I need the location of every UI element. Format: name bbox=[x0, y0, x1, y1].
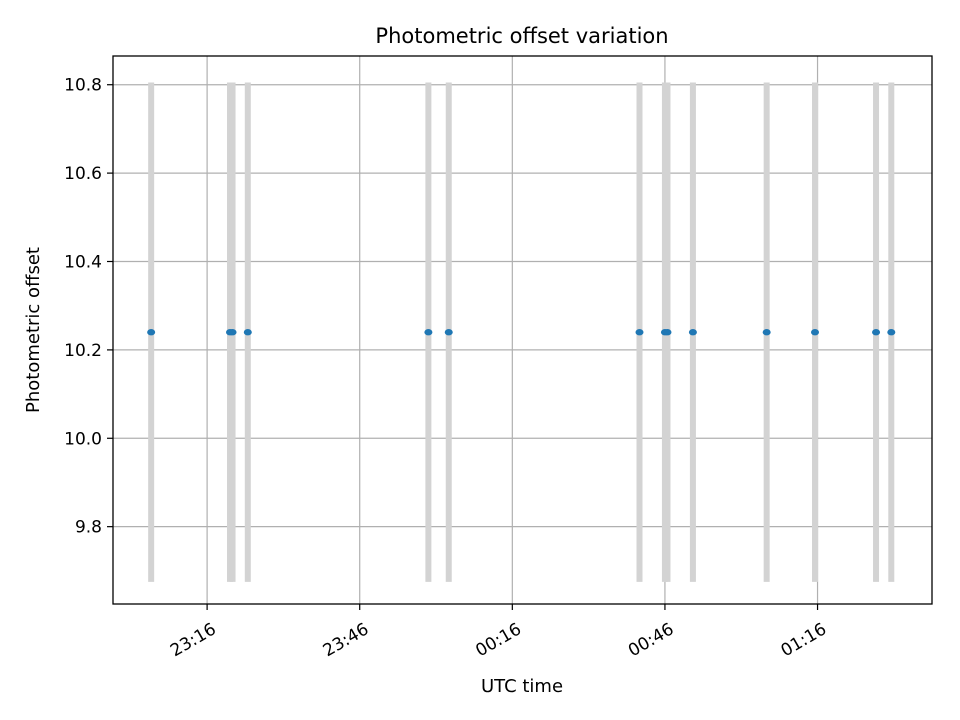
data-point bbox=[147, 329, 156, 336]
y-axis-label: Photometric offset bbox=[23, 247, 44, 413]
data-point bbox=[872, 329, 881, 336]
y-tick-label: 9.8 bbox=[75, 518, 102, 538]
y-tick-label: 10.0 bbox=[64, 429, 102, 449]
y-axis: 9.8 10.0 10.2 10.4 10.6 10.8 bbox=[64, 76, 113, 538]
plot-frame bbox=[112, 55, 933, 605]
data-point bbox=[424, 329, 433, 336]
data-point bbox=[762, 329, 771, 336]
y-tick-label: 10.2 bbox=[64, 341, 102, 361]
data-points bbox=[147, 329, 896, 336]
data-point bbox=[635, 329, 644, 336]
chart-title: Photometric offset variation bbox=[375, 24, 668, 48]
data-point bbox=[243, 329, 252, 336]
data-point bbox=[688, 329, 697, 336]
data-point bbox=[663, 329, 672, 336]
data-point bbox=[228, 329, 237, 336]
data-point bbox=[811, 329, 819, 336]
y-tick-label: 10.6 bbox=[64, 164, 102, 184]
y-tick-label: 10.4 bbox=[64, 253, 102, 273]
data-point bbox=[887, 329, 896, 336]
y-tick-label: 10.8 bbox=[64, 76, 102, 96]
data-point bbox=[444, 329, 453, 336]
x-axis-label: UTC time bbox=[481, 676, 563, 697]
